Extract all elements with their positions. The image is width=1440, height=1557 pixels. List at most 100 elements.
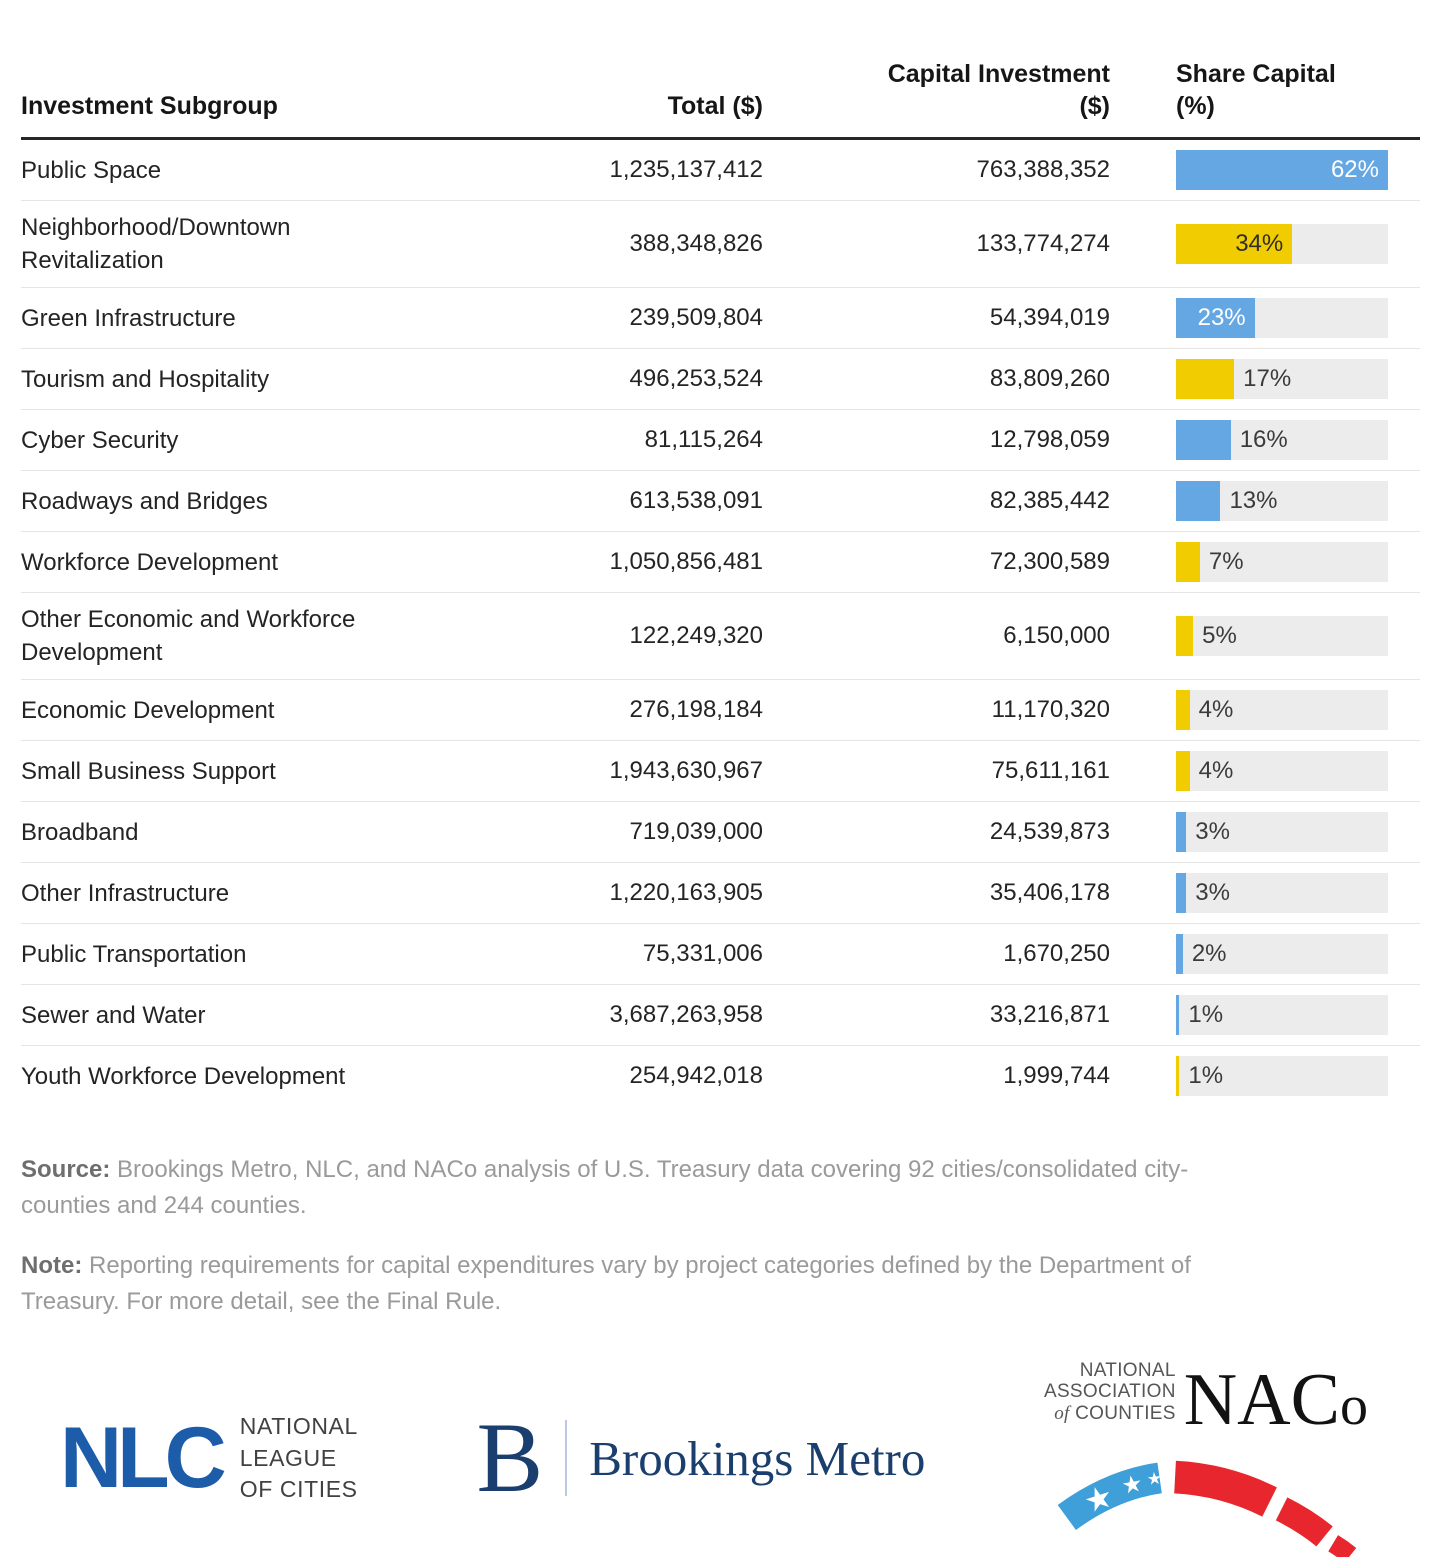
brookings-b-icon: B xyxy=(476,1402,544,1514)
column-header-share: Share Capital (%) xyxy=(1176,60,1336,120)
method-note: Note: Reporting requirements for capital… xyxy=(21,1248,1201,1320)
share-bar-cell: 16% xyxy=(1110,410,1420,470)
subgroup-cell: Youth Workforce Development xyxy=(21,1062,346,1090)
capital-cell: 54,394,019 xyxy=(989,304,1110,331)
share-bar: 23% xyxy=(1176,298,1255,338)
share-bar-track: 17% xyxy=(1176,359,1388,399)
share-bar-label-outside: 3% xyxy=(1195,818,1230,845)
share-bar-label-outside: 3% xyxy=(1195,879,1230,906)
brookings-metro-logo: B Brookings Metro xyxy=(476,1402,926,1514)
total-cell: 1,235,137,412 xyxy=(609,156,763,183)
naco-logo-text: NATIONAL ASSOCIATION of COUNTIES xyxy=(1043,1360,1176,1424)
capital-cell: 11,170,320 xyxy=(991,696,1110,723)
share-bar-cell: 17% xyxy=(1110,349,1420,409)
share-bar: 34% xyxy=(1176,224,1293,264)
capital-cell: 72,300,589 xyxy=(989,548,1110,575)
share-bar-cell: 4% xyxy=(1110,680,1420,740)
share-bar-track: 2% xyxy=(1176,934,1388,974)
total-cell: 719,039,000 xyxy=(629,818,763,845)
share-bar-label-inside: 34% xyxy=(1235,230,1284,257)
capital-cell: 83,809,260 xyxy=(989,365,1110,392)
subgroup-cell: Neighborhood/Downtown Revitalization xyxy=(21,214,291,274)
subgroup-cell: Other Infrastructure xyxy=(21,879,230,907)
share-bar-track: 23% xyxy=(1176,298,1388,338)
share-bar-track: 34% xyxy=(1176,224,1388,264)
share-bar-track: 3% xyxy=(1176,873,1388,913)
subgroup-cell: Cyber Security xyxy=(21,426,179,454)
total-cell: 613,538,091 xyxy=(629,487,763,514)
table-row: Cyber Security 81,115,264 12,798,059 16% xyxy=(21,410,1420,471)
total-cell: 75,331,006 xyxy=(642,940,763,967)
share-bar-cell: 23% xyxy=(1110,288,1420,348)
note-text: Reporting requirements for capital expen… xyxy=(21,1252,1191,1315)
subgroup-cell: Small Business Support xyxy=(21,757,276,785)
share-bar-track: 3% xyxy=(1176,812,1388,852)
brookings-wordmark: Brookings Metro xyxy=(589,1430,926,1486)
table-body: Public Space 1,235,137,412 763,388,352 6… xyxy=(21,140,1420,1106)
column-header-subgroup: Investment Subgroup xyxy=(21,92,278,120)
subgroup-cell: Public Space xyxy=(21,156,162,184)
note-label: Note: xyxy=(21,1252,83,1279)
table-row: Small Business Support 1,943,630,967 75,… xyxy=(21,741,1420,802)
share-bar-track: 13% xyxy=(1176,481,1388,521)
investment-table: Investment Subgroup Total ($) Capital In… xyxy=(21,0,1420,1106)
share-bar-cell: 4% xyxy=(1110,741,1420,801)
table-row: Tourism and Hospitality 496,253,524 83,8… xyxy=(21,349,1420,410)
share-bar-cell: 7% xyxy=(1110,532,1420,592)
source-text: Brookings Metro, NLC, and NACo analysis … xyxy=(21,1156,1189,1219)
share-bar-label-outside: 16% xyxy=(1239,426,1288,453)
share-bar-track: 62% xyxy=(1176,150,1388,190)
share-bar-label-outside: 4% xyxy=(1198,757,1234,784)
logo-row: NLC NATIONAL LEAGUE OF CITIES B Brooking… xyxy=(0,1360,1440,1557)
naco-logo: NATIONAL ASSOCIATION of COUNTIES NACo xyxy=(1044,1360,1368,1557)
total-cell: 3,687,263,958 xyxy=(609,1001,763,1028)
capital-cell: 82,385,442 xyxy=(989,487,1110,514)
share-bar-track: 1% xyxy=(1176,1056,1388,1096)
table-row: Roadways and Bridges 613,538,091 82,385,… xyxy=(21,471,1420,532)
share-bar xyxy=(1176,542,1200,582)
naco-wordmark: NATIONAL ASSOCIATION of COUNTIES NACo xyxy=(1043,1358,1368,1441)
capital-cell: 33,216,871 xyxy=(989,1001,1110,1028)
share-bar xyxy=(1176,616,1194,656)
total-cell: 1,220,163,905 xyxy=(609,879,763,906)
share-bar-label-outside: 4% xyxy=(1198,696,1234,723)
capital-cell: 1,999,744 xyxy=(1003,1062,1110,1089)
share-bar xyxy=(1176,812,1187,852)
table-row: Youth Workforce Development 254,942,018 … xyxy=(21,1046,1420,1106)
share-bar xyxy=(1176,995,1180,1035)
share-bar-cell: 3% xyxy=(1110,863,1420,923)
source-label: Source: xyxy=(21,1156,111,1183)
share-bar-label-outside: 5% xyxy=(1202,622,1237,649)
total-cell: 1,050,856,481 xyxy=(609,548,763,575)
share-bar xyxy=(1176,873,1187,913)
table-row: Broadband 719,039,000 24,539,873 3% xyxy=(21,802,1420,863)
share-bar-label-outside: 1% xyxy=(1188,1062,1224,1089)
footnotes: Source: Brookings Metro, NLC, and NACo a… xyxy=(0,1152,1440,1320)
table-row: Public Transportation 75,331,006 1,670,2… xyxy=(21,924,1420,985)
share-bar-label-outside: 2% xyxy=(1191,940,1227,967)
subgroup-cell: Tourism and Hospitality xyxy=(21,365,270,393)
subgroup-cell: Sewer and Water xyxy=(21,1001,206,1029)
column-header-total: Total ($) xyxy=(667,92,763,120)
subgroup-cell: Economic Development xyxy=(21,696,275,724)
total-cell: 81,115,264 xyxy=(644,426,763,453)
table-header: Investment Subgroup Total ($) Capital In… xyxy=(21,0,1420,140)
naco-flag-swoosh-icon xyxy=(1057,1460,1356,1557)
share-bar xyxy=(1176,934,1183,974)
share-bar-track: 5% xyxy=(1176,616,1388,656)
share-bar-label-outside: 17% xyxy=(1243,365,1292,392)
table-row: Other Infrastructure 1,220,163,905 35,40… xyxy=(21,863,1420,924)
share-bar-label-outside: 13% xyxy=(1229,487,1278,514)
share-bar-cell: 34% xyxy=(1110,214,1420,274)
table-row: Sewer and Water 3,687,263,958 33,216,871… xyxy=(21,985,1420,1046)
share-bar-label-outside: 7% xyxy=(1208,548,1244,575)
share-bar-cell: 3% xyxy=(1110,802,1420,862)
share-bar-cell: 5% xyxy=(1110,606,1420,666)
subgroup-cell: Roadways and Bridges xyxy=(21,487,268,515)
nlc-logo-text: NATIONAL LEAGUE OF CITIES xyxy=(239,1412,358,1503)
share-bar-track: 4% xyxy=(1176,690,1388,730)
subgroup-cell: Public Transportation xyxy=(21,940,247,968)
total-cell: 254,942,018 xyxy=(629,1062,763,1089)
subgroup-cell: Broadband xyxy=(21,818,139,846)
